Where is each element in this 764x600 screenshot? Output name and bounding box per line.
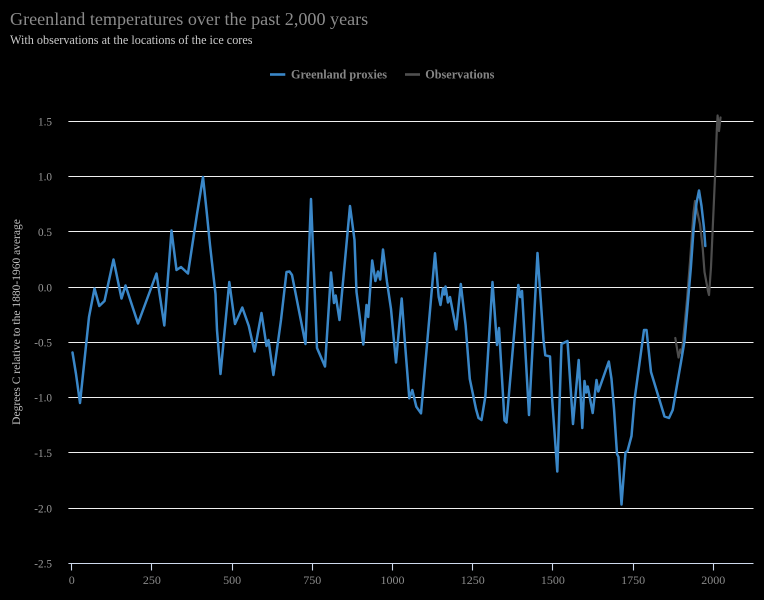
svg-text:-0.5: -0.5: [34, 338, 52, 350]
svg-text:Observations: Observations: [425, 68, 494, 82]
svg-text:0.0: 0.0: [38, 283, 52, 295]
svg-text:1750: 1750: [621, 573, 645, 587]
svg-text:-1.5: -1.5: [34, 448, 52, 460]
svg-text:-2.0: -2.0: [34, 504, 52, 516]
svg-text:500: 500: [223, 573, 241, 587]
svg-text:250: 250: [143, 573, 161, 587]
svg-text:Degrees C relative to the 1880: Degrees C relative to the 1880-1960 aver…: [11, 219, 23, 425]
svg-text:1.5: 1.5: [38, 117, 52, 129]
svg-text:750: 750: [303, 573, 321, 587]
svg-text:1000: 1000: [381, 573, 405, 587]
svg-text:With observations at the locat: With observations at the locations of th…: [10, 33, 253, 47]
svg-text:0.5: 0.5: [38, 227, 52, 239]
svg-text:2000: 2000: [701, 573, 725, 587]
svg-text:1250: 1250: [461, 573, 485, 587]
svg-text:Greenland temperatures over th: Greenland temperatures over the past 2,0…: [10, 9, 368, 29]
svg-text:1.0: 1.0: [38, 172, 52, 184]
svg-text:Greenland proxies: Greenland proxies: [291, 68, 387, 82]
svg-text:-1.0: -1.0: [34, 393, 52, 405]
svg-text:-2.5: -2.5: [34, 559, 52, 571]
svg-text:0: 0: [69, 573, 75, 587]
svg-text:1500: 1500: [541, 573, 565, 587]
